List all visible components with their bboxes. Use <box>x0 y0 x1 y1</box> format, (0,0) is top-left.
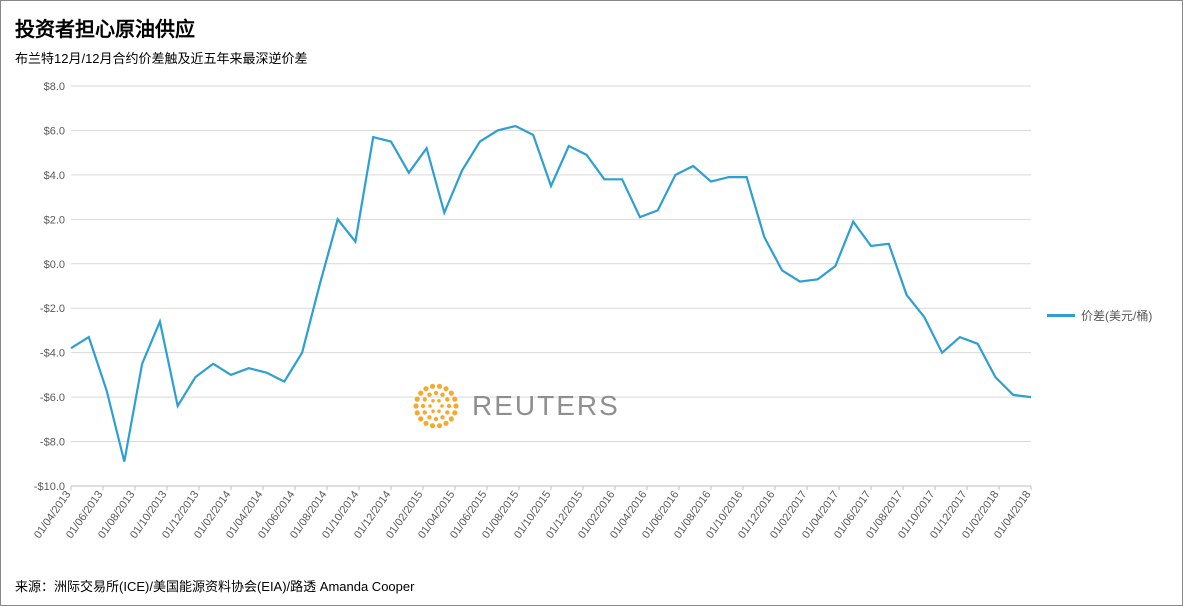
svg-text:$6.0: $6.0 <box>44 125 65 137</box>
svg-text:$2.0: $2.0 <box>44 214 65 226</box>
legend-label: 价差(美元/桶) <box>1081 307 1152 324</box>
chart-legend: 价差(美元/桶) <box>1035 307 1165 324</box>
line-chart-svg: $8.0 $6.0 $4.0 $2.0 $0.0 -$2.0 -$4.0 -$6.0 -$8.0… <box>15 80 1035 550</box>
legend-swatch <box>1047 314 1075 317</box>
svg-text:$0.0: $0.0 <box>44 259 65 271</box>
svg-text:$4.0: $4.0 <box>44 170 65 182</box>
svg-text:-$10.0: -$10.0 <box>34 481 65 493</box>
chart-source-text: 来源：洲际交易所(ICE)/美国能源资料协会(EIA)/路透 Amanda Co… <box>15 576 414 595</box>
svg-text:-$2.0: -$2.0 <box>40 303 65 315</box>
chart-area: $8.0 $6.0 $4.0 $2.0 $0.0 -$2.0 -$4.0 -$6.0 -$8.0… <box>15 80 1035 550</box>
chart-subtitle: 布兰特12月/12月合约价差触及近五年来最深逆价差 <box>15 48 1168 67</box>
svg-text:-$6.0: -$6.0 <box>40 392 65 404</box>
svg-text:$8.0: $8.0 <box>44 81 65 93</box>
svg-text:-$4.0: -$4.0 <box>40 348 65 360</box>
svg-text:-$8.0: -$8.0 <box>40 437 65 449</box>
chart-title: 投资者担心原油供应 <box>15 13 1168 42</box>
chart-wrap: $8.0 $6.0 $4.0 $2.0 $0.0 -$2.0 -$4.0 -$6.0 -$8.0… <box>15 75 1168 555</box>
